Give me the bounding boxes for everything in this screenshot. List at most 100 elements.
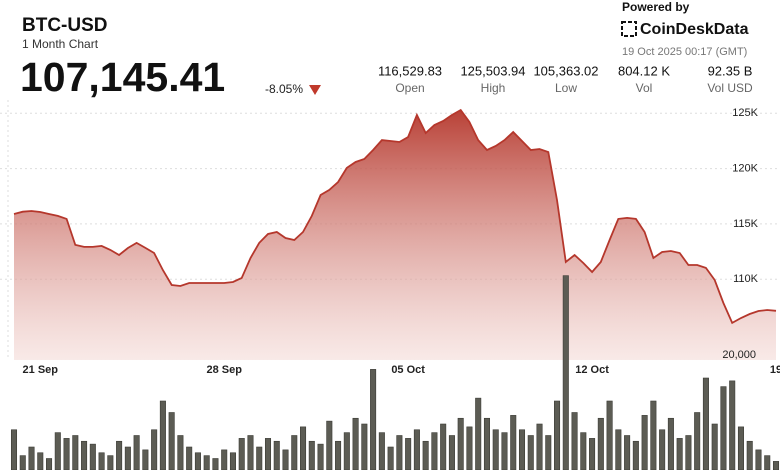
volume-bar: [545, 435, 552, 470]
volume-bar: [396, 435, 403, 470]
y-tick-label: 125K: [732, 107, 758, 119]
volume-bar: [667, 417, 674, 470]
price-line: [13, 108, 777, 325]
volume-bar: [343, 432, 350, 470]
volume-bar: [81, 440, 88, 470]
volume-bar: [142, 449, 149, 470]
volume-bar: [89, 443, 96, 470]
volume-bar: [606, 400, 613, 470]
volume-bar: [378, 432, 385, 470]
volume-bar: [308, 440, 315, 470]
stat-value: 804.12 K: [618, 63, 670, 78]
volume-bar: [571, 412, 578, 470]
volume-bar: [159, 400, 166, 470]
stat-label: High: [481, 81, 506, 95]
volume-bar: [466, 426, 473, 470]
volume-bar: [28, 446, 35, 470]
area-fill: [14, 110, 776, 360]
volume-bar: [729, 380, 736, 470]
y2-tick-label: 20,000: [722, 349, 756, 361]
x-tick-label: 19: [770, 364, 780, 376]
volume-bar: [335, 440, 342, 470]
volume-bar: [387, 446, 394, 470]
volume-bar: [755, 449, 762, 470]
volume-bar: [291, 435, 298, 470]
x-tick-label: 05 Oct: [391, 364, 425, 376]
volume-bar: [54, 432, 61, 470]
down-arrow: [309, 85, 321, 95]
timestamp: 19 Oct 2025 00:17 (GMT): [622, 46, 747, 58]
volume-bar: [361, 423, 368, 470]
volume-bar: [326, 420, 333, 470]
stat-label: Vol: [636, 81, 653, 95]
volume-bar: [589, 438, 596, 470]
volume-bar: [405, 438, 412, 470]
volume-bar: [116, 440, 123, 470]
y-tick-label: 120K: [732, 163, 758, 175]
volume-bar: [256, 446, 263, 470]
y-tick-label: 115K: [733, 218, 759, 230]
volume-bar: [19, 455, 26, 470]
volume-bar: [186, 446, 193, 470]
volume-bar: [168, 412, 175, 470]
volume-bar: [448, 435, 455, 470]
volume-bar: [483, 417, 490, 470]
powered-by: Powered by: [622, 0, 690, 14]
volume-bar: [422, 440, 429, 470]
volume-bar: [124, 446, 131, 470]
stat-value: 125,503.94: [460, 63, 525, 78]
volume-bar: [133, 435, 140, 470]
symbol: BTC-USD: [22, 15, 108, 36]
stat-value: 105,363.02: [533, 63, 598, 78]
volume-bar: [229, 452, 236, 470]
volume-bar: [10, 429, 18, 470]
volume-bar: [501, 432, 508, 470]
volume-bar: [151, 429, 158, 470]
brand-icon: [621, 21, 637, 37]
volume-bar: [492, 429, 499, 470]
volume-bar: [518, 429, 526, 470]
volume-bar: [352, 417, 359, 470]
volume-bar: [238, 438, 245, 470]
volume-bar: [554, 400, 561, 470]
volume-bar: [194, 452, 201, 470]
volume-bar: [694, 412, 701, 470]
volume-bar: [72, 435, 79, 470]
x-tick-label: 12 Oct: [575, 364, 609, 376]
volume-bar: [440, 423, 447, 470]
volume-bar: [536, 423, 543, 470]
volume-bar: [431, 432, 438, 470]
volume-bar: [273, 440, 280, 470]
volume-bar: [510, 415, 517, 470]
volume-bar: [203, 455, 210, 470]
volume-bar: [764, 455, 771, 470]
stat-label: Low: [555, 81, 577, 95]
price: 107,145.41: [20, 54, 225, 100]
volume-bar: [46, 458, 53, 470]
volume-bar: [702, 377, 709, 470]
volume-bar: [650, 400, 657, 470]
volume-bar: [264, 438, 272, 470]
volume-bar: [624, 435, 631, 470]
x-tick-label: 28 Sep: [206, 364, 242, 376]
volume-bar: [632, 440, 639, 470]
volume-bar: [300, 426, 307, 470]
volume-bar: [457, 417, 464, 470]
volume-bar: [737, 426, 744, 470]
volume-bar: [475, 397, 482, 470]
stat-label: Open: [395, 81, 424, 95]
volume-bar: [746, 440, 753, 470]
stat-value: 92.35 B: [708, 63, 753, 78]
period: 1 Month Chart: [22, 37, 99, 51]
x-tick-label: 21 Sep: [23, 364, 59, 376]
volume-bar: [370, 369, 377, 470]
volume-bar: [212, 458, 219, 470]
change: -8.05%: [265, 82, 303, 96]
volume-bar: [177, 435, 184, 470]
volume-bar: [527, 435, 534, 470]
stat-label: Vol USD: [707, 81, 753, 95]
volume-bar: [597, 417, 604, 470]
volume-bar: [772, 461, 780, 470]
brand: CoinDeskData: [640, 21, 749, 38]
